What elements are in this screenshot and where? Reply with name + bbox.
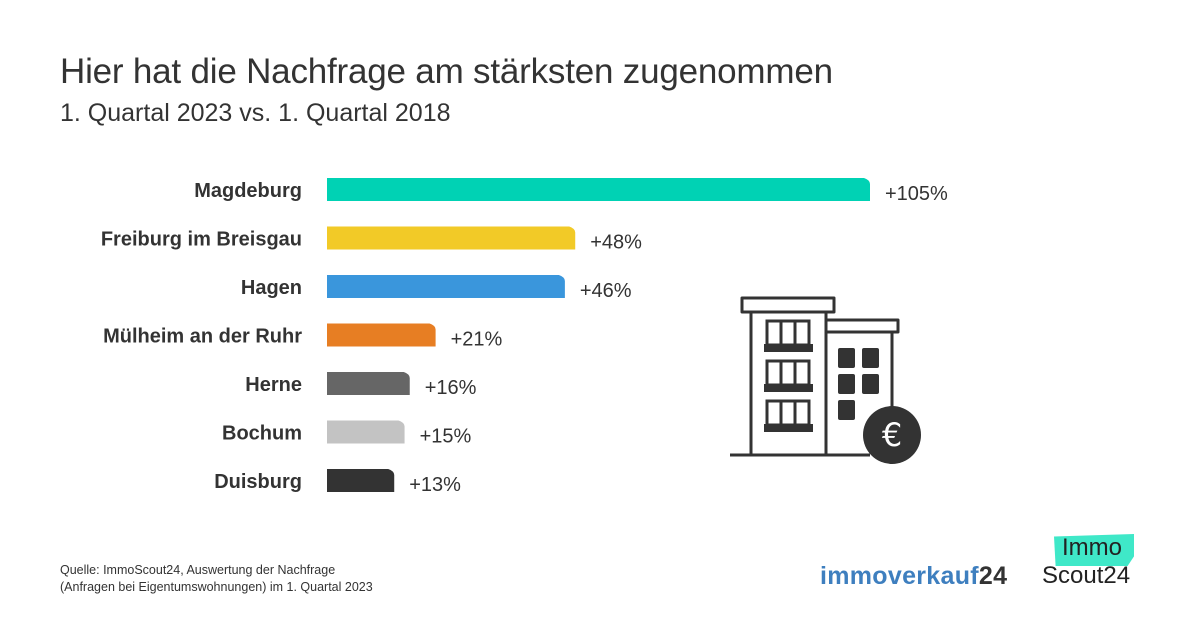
category-label: Hagen: [241, 277, 302, 299]
chart-subtitle: 1. Quartal 2023 vs. 1. Quartal 2018: [60, 99, 451, 127]
source-note: Quelle: ImmoScout24, Auswertung der Nach…: [60, 562, 373, 596]
immoverkauf24-logo: immoverkauf24: [820, 562, 1007, 591]
value-label: +16%: [425, 377, 477, 399]
value-label: +21%: [451, 329, 503, 351]
category-label: Freiburg im Breisgau: [101, 229, 302, 251]
category-label: Magdeburg: [194, 180, 302, 202]
logo-scout-text: Scout24: [1042, 562, 1131, 589]
bar: [327, 372, 410, 395]
bar: [327, 275, 565, 298]
value-label: +46%: [580, 280, 632, 302]
immoscout24-logo: Immo Scout24: [1040, 532, 1150, 596]
logo-immo-tag-shape: [1054, 534, 1134, 566]
logo-immo-text: Immo: [1062, 534, 1122, 561]
logo-immoverkauf-text: immoverkauf: [820, 562, 979, 590]
category-label: Bochum: [222, 423, 302, 445]
euro-coin: [863, 406, 921, 464]
value-label: +13%: [409, 474, 461, 496]
bar: [327, 323, 436, 347]
value-label: +48%: [590, 232, 642, 254]
logo-immoverkauf-number: 24: [978, 562, 1008, 590]
category-label: Herne: [245, 374, 302, 396]
euro-symbol: €: [882, 416, 902, 454]
value-label: +15%: [420, 426, 472, 448]
source-line-1: Quelle: ImmoScout24, Auswertung der Nach…: [60, 563, 336, 577]
category-label: Mülheim an der Ruhr: [103, 326, 302, 348]
bar: [327, 178, 870, 201]
chart-title: Hier hat die Nachfrage am stärksten zuge…: [60, 52, 833, 91]
bar: [327, 469, 395, 492]
category-label: Duisburg: [214, 471, 302, 493]
source-line-2: (Anfragen bei Eigentumswohnungen) im 1. …: [60, 580, 373, 594]
value-label: +105%: [885, 183, 948, 205]
bar-chart: Magdeburg +105% Freiburg im Breisgau +48% Ha…: [101, 178, 948, 496]
building-with-euro-coin-icon: €: [730, 296, 921, 464]
bar: [327, 420, 405, 444]
bar: [327, 226, 576, 250]
